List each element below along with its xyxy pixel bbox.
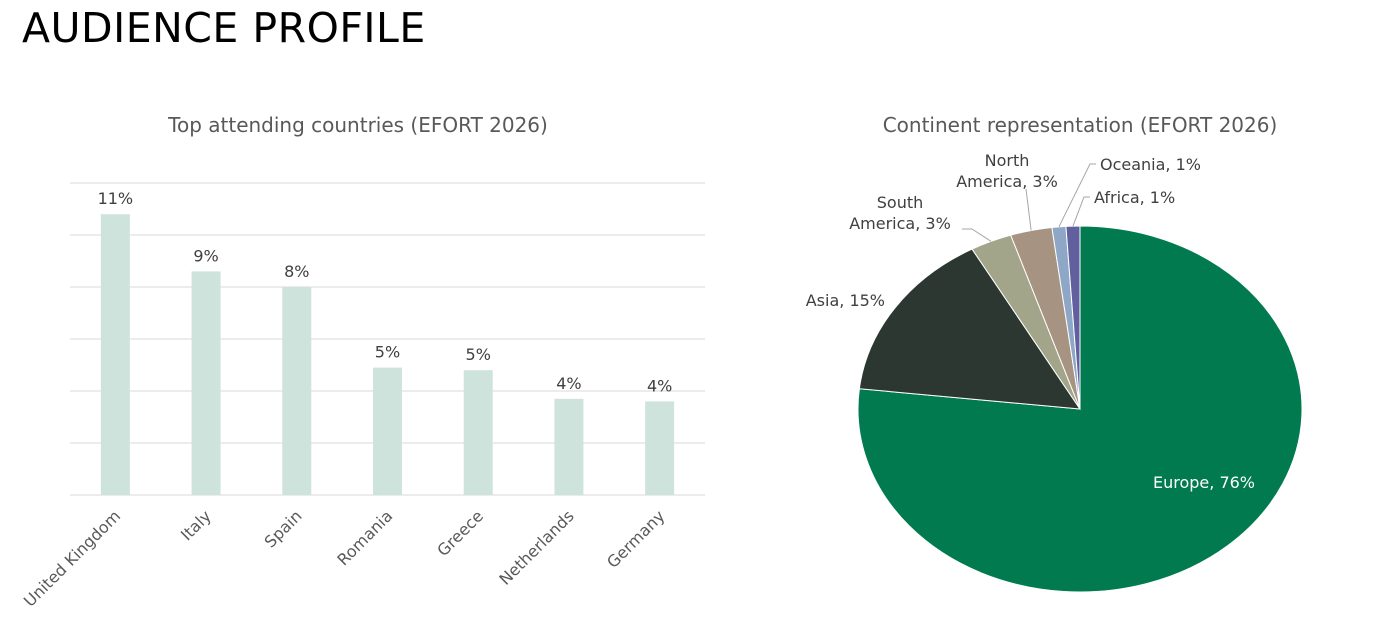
slice-label-oceania: Oceania, 1%: [1100, 155, 1201, 174]
bar-chart: 11%United Kingdom9%Italy8%Spain5%Romania…: [20, 182, 705, 611]
slice-label-asia: Asia, 15%: [806, 291, 885, 310]
leader-line: [1072, 196, 1090, 227]
data-label: 5%: [375, 343, 400, 362]
bar-romania: [373, 367, 402, 495]
leader-line: [1058, 163, 1096, 228]
data-label: 11%: [98, 189, 134, 208]
slice-europe: [857, 225, 1303, 593]
leader-line: [1025, 188, 1032, 231]
slice-label-north-america: North America, 3%: [956, 151, 1058, 191]
slice-asia: [858, 248, 1082, 410]
slice-label-africa: Africa, 1%: [1094, 188, 1175, 207]
data-label: 8%: [284, 262, 309, 281]
bar-spain: [282, 287, 312, 495]
bar-greece: [463, 370, 493, 495]
data-label: 4%: [556, 374, 581, 393]
data-label: 5%: [466, 345, 491, 364]
data-label: 4%: [647, 376, 672, 395]
bar-italy: [191, 271, 221, 495]
bar-netherlands: [554, 398, 584, 495]
bar-chart-title: Top attending countries (EFORT 2026): [168, 113, 548, 137]
leader-line: [962, 228, 992, 242]
slice-label-europe: Europe, 76%: [1153, 473, 1255, 492]
page-title: AUDIENCE PROFILE: [22, 4, 426, 52]
bar-united-kingdom: [100, 214, 130, 495]
bar-germany: [645, 401, 675, 495]
slice-label-south-america: South America, 3%: [849, 193, 951, 233]
data-label: 9%: [193, 246, 218, 265]
pie-chart-title: Continent representation (EFORT 2026): [882, 113, 1278, 137]
